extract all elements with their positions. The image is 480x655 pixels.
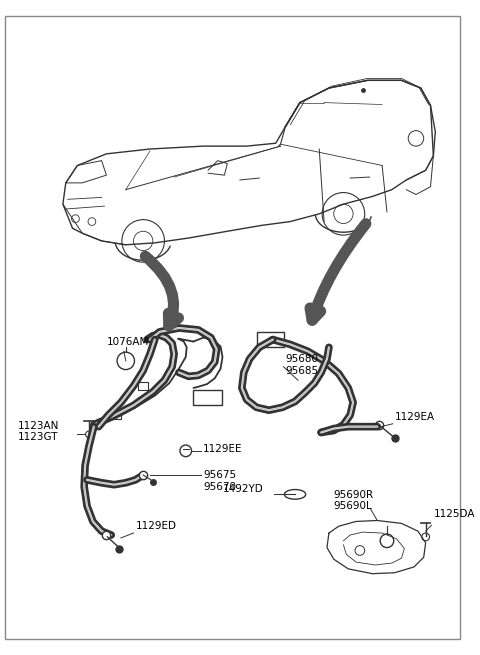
Text: 1129EA: 1129EA	[395, 412, 435, 422]
Text: 1492YD: 1492YD	[223, 483, 263, 494]
Text: 95680
95685: 95680 95685	[286, 354, 319, 376]
Text: 1125DA: 1125DA	[433, 509, 475, 519]
Text: 1129EE: 1129EE	[203, 444, 243, 454]
FancyBboxPatch shape	[193, 390, 223, 405]
Text: 95690R
95690L: 95690R 95690L	[334, 489, 374, 511]
FancyBboxPatch shape	[111, 411, 121, 419]
Text: 1123AN
1123GT: 1123AN 1123GT	[17, 421, 59, 442]
Text: 95675
95670: 95675 95670	[203, 470, 236, 492]
FancyBboxPatch shape	[257, 332, 285, 347]
FancyBboxPatch shape	[138, 382, 148, 390]
Ellipse shape	[285, 489, 306, 499]
Text: 1076AM: 1076AM	[107, 337, 149, 346]
Text: 1129ED: 1129ED	[135, 521, 177, 531]
